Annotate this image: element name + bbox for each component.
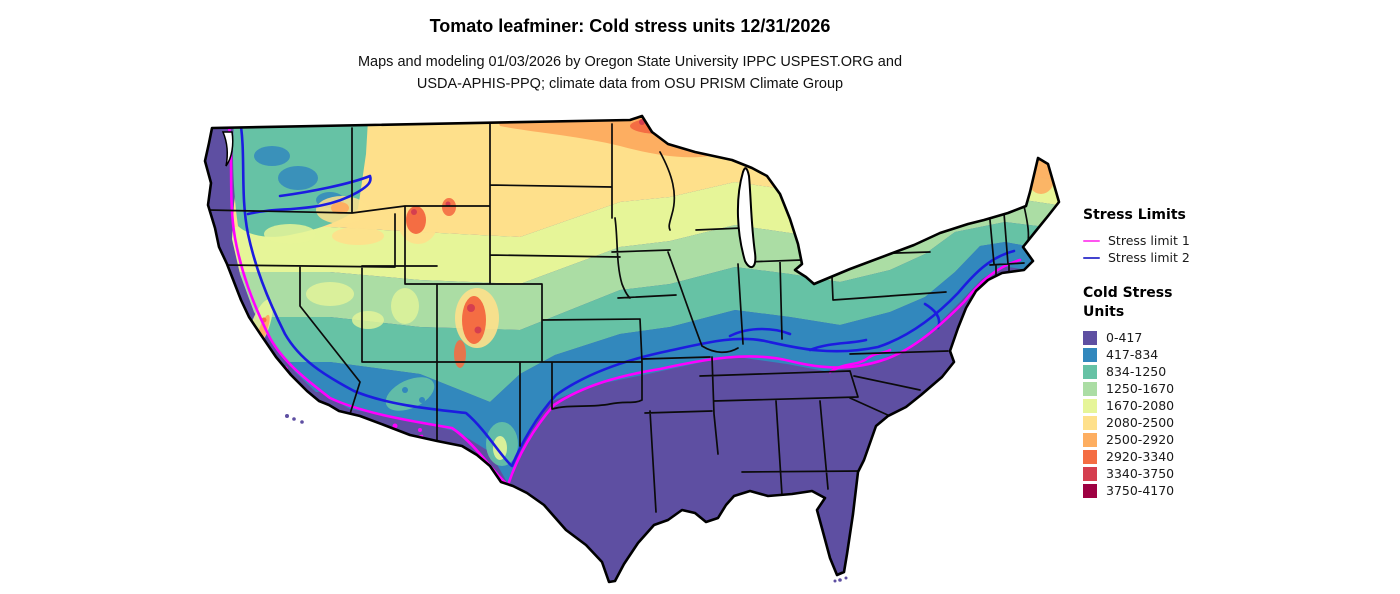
legend-color-swatch <box>1083 415 1097 430</box>
page-title: Tomato leafminer: Cold stress units 12/3… <box>429 16 831 36</box>
idaho-orange-dot <box>331 202 349 214</box>
legend-row: 2080-2500 <box>1083 414 1233 431</box>
snake-plain-yellow <box>332 227 384 245</box>
legend-label: Stress limit 2 <box>1108 250 1190 265</box>
us-outline <box>203 114 1061 584</box>
ut-ygreen-patch <box>391 288 419 324</box>
legend-line-swatch <box>1083 239 1100 242</box>
legend-label: 1250-1670 <box>1106 381 1175 396</box>
legend-color-swatch <box>1083 381 1097 396</box>
subtitle-line-1: Maps and modeling 01/03/2026 by Oregon S… <box>357 54 903 70</box>
legend-color-swatch <box>1083 347 1097 362</box>
legend-label: 417-834 <box>1106 347 1159 362</box>
co-red-dot <box>467 304 475 312</box>
legend-row: 834-1250 <box>1083 363 1233 380</box>
band-834-1250 <box>205 222 1059 402</box>
band-1670-2080 <box>205 160 1059 284</box>
legend-row: 2920-3340 <box>1083 448 1233 465</box>
legend-label: 3750-4170 <box>1106 483 1175 498</box>
legend-row: 1250-1670 <box>1083 380 1233 397</box>
state-borders <box>207 121 1030 513</box>
legend-label: 0-417 <box>1106 330 1143 345</box>
az-blue-dot-2 <box>419 397 425 403</box>
page-subtitle: Maps and modeling 01/03/2026 by Oregon S… <box>190 51 1070 95</box>
legend-color-swatch <box>1083 432 1097 447</box>
legend-row: Stress limit 2 <box>1083 249 1233 266</box>
nm-orange-patch <box>454 340 466 368</box>
wy-orange-patch <box>406 206 426 234</box>
nv-ygreen-patch <box>306 282 354 306</box>
wy-red-dot <box>411 209 417 215</box>
puget-sound <box>221 131 234 167</box>
cold-stress-heading-line2: Units <box>1083 304 1125 320</box>
black-hills-orange <box>442 198 456 216</box>
stress-limits-heading: Stress Limits <box>1083 207 1186 223</box>
header: Tomato leafminer: Cold stress units 12/3… <box>190 16 1070 95</box>
legend-color-swatch <box>1083 398 1097 413</box>
legend-label: 3340-3750 <box>1106 466 1175 481</box>
subtitle-line-2: USDA-APHIS-PPQ; climate data from OSU PR… <box>416 76 844 92</box>
islands <box>285 414 848 583</box>
legend-label: 1670-2080 <box>1106 398 1175 413</box>
legend-row: 1670-2080 <box>1083 397 1233 414</box>
mn-deep-orange-patch <box>630 118 690 134</box>
legend-color-swatch <box>1083 364 1097 379</box>
legend-color-swatch <box>1083 466 1097 481</box>
legend-row: 3340-3750 <box>1083 465 1233 482</box>
az-blue-dot <box>402 387 408 393</box>
stress-limits-list: Stress limit 1 Stress limit 2 <box>1083 232 1233 266</box>
legend-color-swatch <box>1083 330 1097 345</box>
legend-color-swatch <box>1083 449 1097 464</box>
or-ygreen-patch <box>264 224 316 244</box>
legend-row: 417-834 <box>1083 346 1233 363</box>
mt-blue-patch <box>278 166 318 190</box>
legend-label: 2920-3340 <box>1106 449 1175 464</box>
legend-label: 2080-2500 <box>1106 415 1175 430</box>
co-orange-patch <box>462 296 486 344</box>
co-red-dot-2 <box>474 326 482 334</box>
cold-stress-heading: Cold Stress Units <box>1083 284 1233 322</box>
nw-blue-patch <box>254 146 290 166</box>
legend-label: Stress limit 1 <box>1108 233 1190 248</box>
lake-michigan <box>736 167 757 269</box>
us-cold-stress-map <box>190 114 1070 594</box>
wtx-ygreen-patch <box>493 436 507 460</box>
legend-row: 0-417 <box>1083 329 1233 346</box>
cold-stress-heading-line1: Cold Stress <box>1083 285 1173 301</box>
nv-ygreen-patch-2 <box>352 311 384 329</box>
us-map-svg <box>203 114 1061 584</box>
legend-row: Stress limit 1 <box>1083 232 1233 249</box>
legend-label: 2500-2920 <box>1106 432 1175 447</box>
cold-stress-classes-list: 0-417 417-834 834-1250 1250-1670 1670-2080 20… <box>1083 329 1233 499</box>
legend-panel: Stress Limits Stress limit 1 Stress limit… <box>1083 206 1233 499</box>
legend-row: 2500-2920 <box>1083 431 1233 448</box>
legend-row: 3750-4170 <box>1083 482 1233 499</box>
raster-fill-layer <box>205 116 1059 582</box>
legend-line-swatch <box>1083 256 1100 259</box>
legend-color-swatch <box>1083 483 1097 498</box>
legend-label: 834-1250 <box>1106 364 1167 379</box>
